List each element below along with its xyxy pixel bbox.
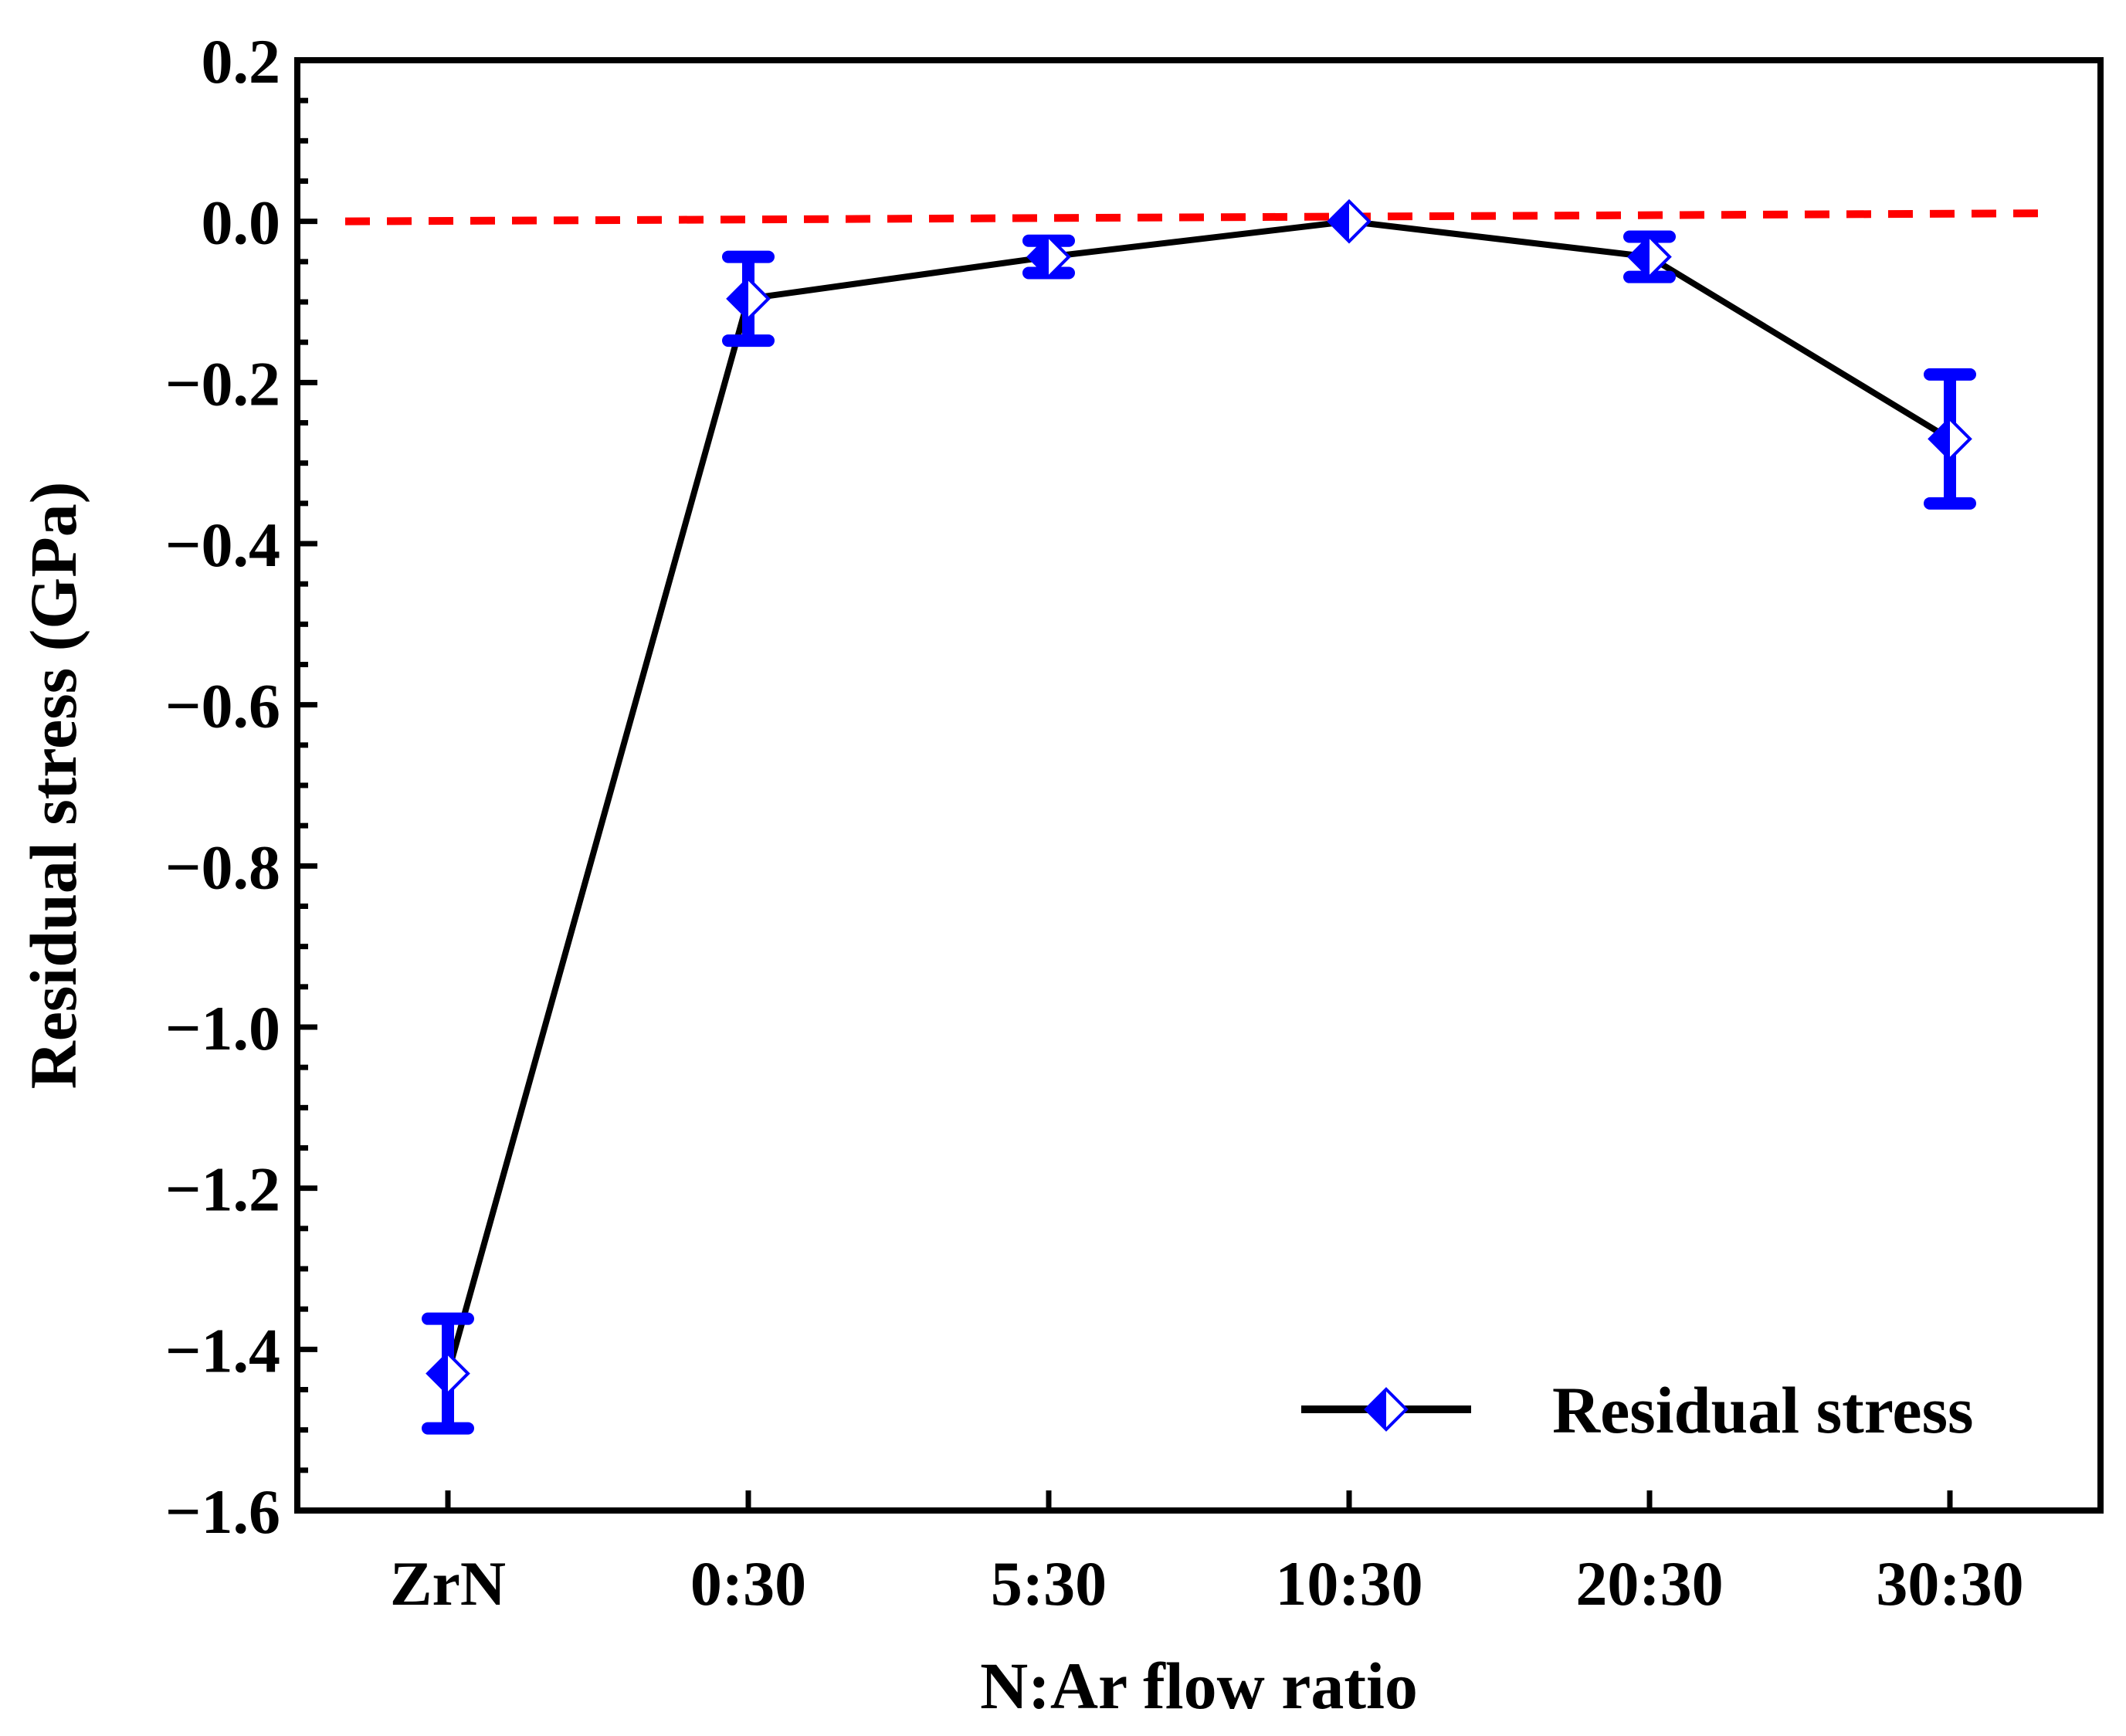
- y-tick-label: −1.2: [165, 1155, 280, 1225]
- x-tick-label: 5:30: [991, 1548, 1107, 1619]
- x-tick-label: 30:30: [1876, 1548, 2023, 1619]
- data-point: [1327, 198, 1372, 244]
- x-tick-label: ZrN: [390, 1548, 506, 1619]
- data-point: [1026, 234, 1071, 280]
- plot-marks: [344, 198, 2040, 1435]
- plot-frame: [294, 57, 2104, 1514]
- data-point: [1928, 416, 1972, 462]
- legend-label: Residual stress: [1552, 1373, 1974, 1447]
- y-tick-label: −0.4: [165, 510, 280, 580]
- marker-fill: [1366, 1389, 1386, 1429]
- marker-fill: [1329, 201, 1349, 242]
- y-axis-label: Residual stress (GPa): [16, 482, 90, 1090]
- marker-fill: [1930, 419, 1950, 459]
- y-tick-label: 0.2: [202, 26, 281, 97]
- data-point: [726, 276, 771, 321]
- marker-fill: [728, 278, 748, 319]
- legend: Residual stress: [1301, 1373, 1974, 1447]
- y-tick-label: −0.8: [165, 832, 280, 902]
- series-line: [445, 218, 1952, 1375]
- legend-marker: [1364, 1387, 1409, 1432]
- x-axis-label: N:Ar flow ratio: [980, 1649, 1418, 1723]
- x-tick-label: 20:30: [1575, 1548, 1723, 1619]
- data-point: [1627, 234, 1672, 280]
- zero-reference-line: [344, 209, 2040, 225]
- y-tick-label: −0.6: [165, 671, 280, 741]
- y-tick-label: −1.4: [165, 1315, 280, 1385]
- y-tick-label: 0.0: [202, 188, 281, 258]
- x-tick-label: 0:30: [690, 1548, 806, 1619]
- marker-fill: [1029, 236, 1049, 277]
- y-tick-label: −1.6: [165, 1477, 280, 1547]
- axes: 0.2 0.0 −0.2 −0.4 −0.6 −0.8 −1.0 −1.2 −1.4 −1.6 Zr…: [165, 26, 2104, 1619]
- marker-fill: [1629, 236, 1650, 277]
- axis-labels: N:Ar flow ratio Residual stress (GPa): [16, 482, 1418, 1723]
- y-tick-label: −0.2: [165, 348, 280, 419]
- data-point: [426, 1351, 470, 1396]
- x-tick-label: 10:30: [1275, 1548, 1422, 1619]
- marker-fill: [428, 1353, 448, 1394]
- y-tick-label: −1.0: [165, 993, 280, 1063]
